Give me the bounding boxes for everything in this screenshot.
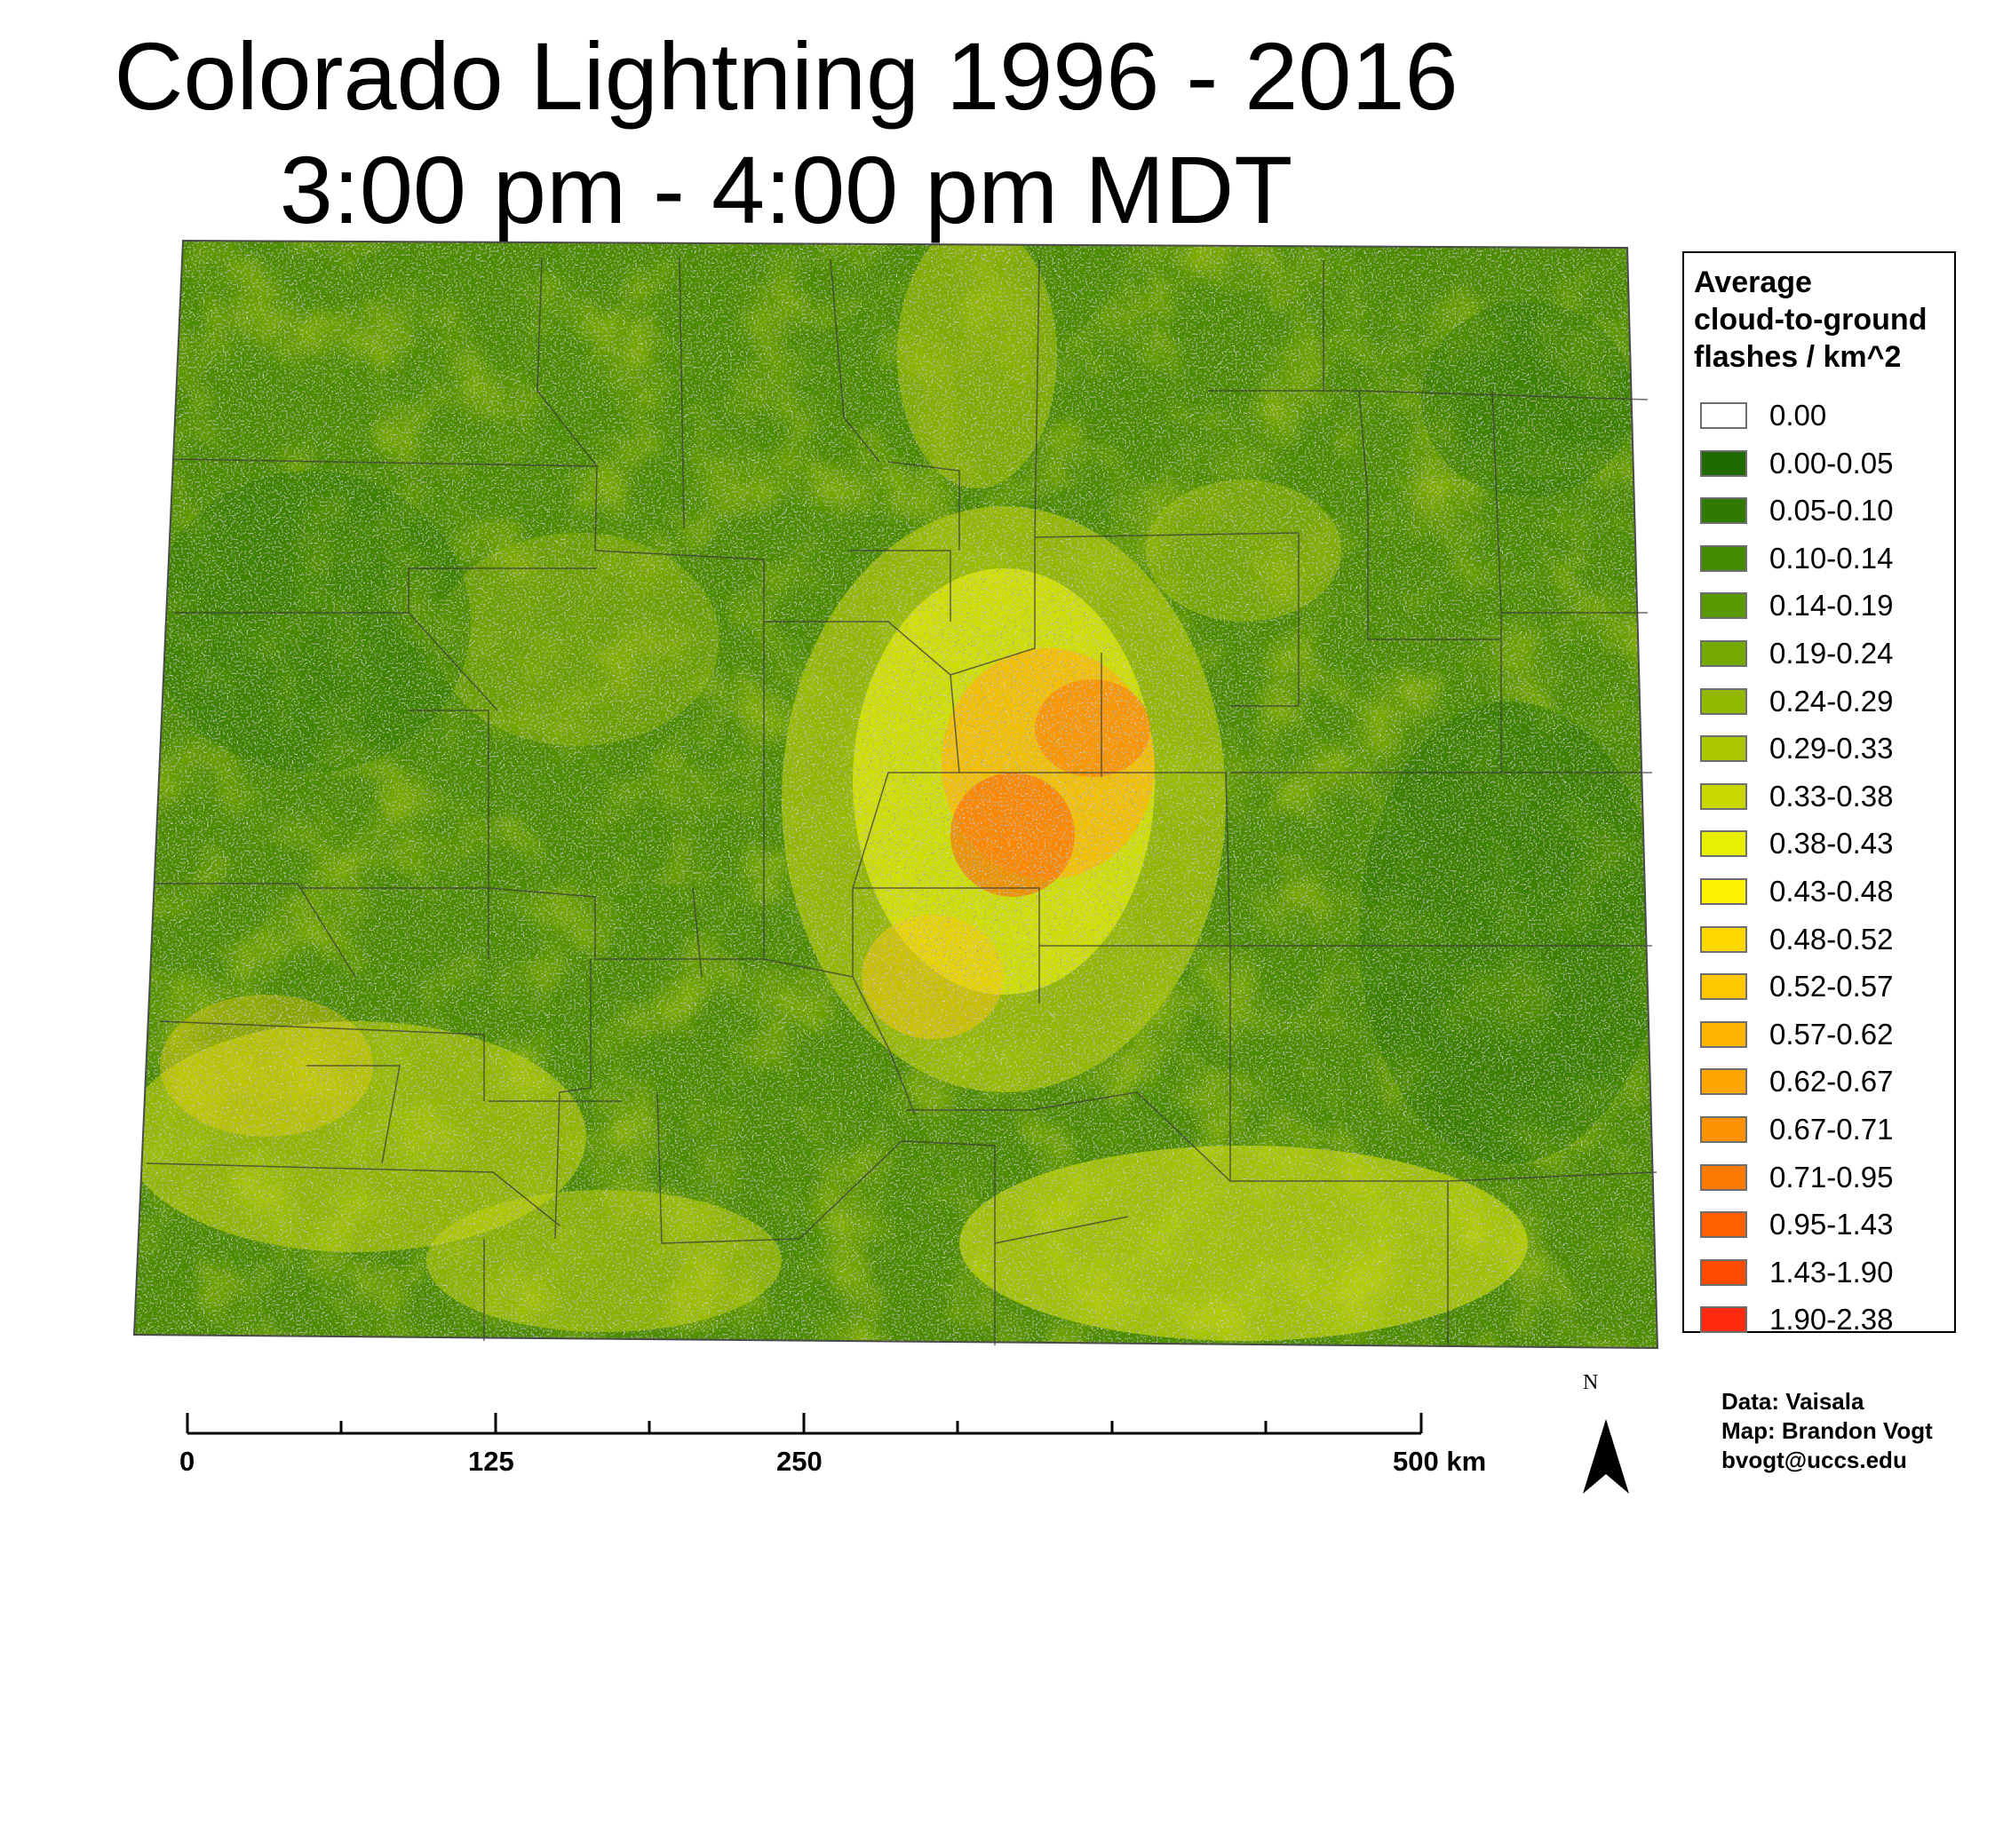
legend-item: 0.57-0.62 (1700, 1016, 1949, 1051)
legend-title-line-2: cloud-to-ground (1694, 303, 1928, 337)
scale-bar (186, 1413, 1423, 1435)
legend-swatch (1700, 497, 1747, 525)
legend-label: 0.38-0.43 (1769, 827, 1894, 861)
legend-label: 0.48-0.52 (1769, 922, 1894, 956)
legend-label: 0.14-0.19 (1769, 589, 1894, 623)
legend-item: 1.43-1.90 (1700, 1254, 1949, 1289)
legend-item: 0.48-0.52 (1700, 921, 1949, 956)
legend-label: 0.29-0.33 (1769, 732, 1894, 765)
legend-label: 0.05-0.10 (1769, 494, 1894, 527)
legend-item: 0.14-0.19 (1700, 587, 1949, 623)
scale-label-250: 250 (776, 1446, 823, 1477)
legend-swatch (1700, 402, 1747, 429)
scale-label-0: 0 (179, 1446, 195, 1477)
legend-swatch (1700, 735, 1747, 763)
legend-swatch (1700, 830, 1747, 858)
legend-swatch (1700, 640, 1747, 667)
legend-swatch (1700, 782, 1747, 810)
legend-item: 0.29-0.33 (1700, 730, 1949, 765)
legend-swatch (1700, 449, 1747, 477)
legend-label: 1.90-2.38 (1769, 1303, 1894, 1336)
state-boundary (132, 239, 1659, 1350)
legend-swatch (1700, 878, 1747, 905)
legend-item: 0.67-0.71 (1700, 1111, 1949, 1146)
legend-label: 0.52-0.57 (1769, 970, 1894, 1003)
legend-item: 0.95-1.43 (1700, 1206, 1949, 1241)
legend-title-line-3: flashes / km^2 (1694, 340, 1902, 374)
legend-swatch (1700, 1211, 1747, 1239)
credit-map-author: Map: Brandon Vogt (1721, 1417, 1933, 1444)
legend-item: 0.00 (1700, 397, 1949, 432)
legend-label: 0.00-0.05 (1769, 446, 1894, 480)
legend-label: 0.62-0.67 (1769, 1065, 1894, 1098)
north-label: N (1583, 1371, 1599, 1394)
legend: Average cloud-to-ground flashes / km^2 0… (1682, 251, 1956, 1336)
map-credits: Data: Vaisala Map: Brandon Vogt bvogt@uc… (1721, 1387, 1933, 1475)
legend-swatch (1700, 687, 1747, 715)
legend-swatch (1700, 1258, 1747, 1286)
scale-label-500: 500 km (1393, 1446, 1487, 1477)
legend-item: 0.24-0.29 (1700, 683, 1949, 718)
legend-swatch (1700, 973, 1747, 1001)
legend-swatch (1700, 1116, 1747, 1143)
legend-label: 0.43-0.48 (1769, 875, 1894, 908)
legend-item: 0.10-0.14 (1700, 540, 1949, 575)
north-arrow-icon (1583, 1419, 1629, 1494)
legend-label: 1.43-1.90 (1769, 1255, 1894, 1289)
legend-label: 0.24-0.29 (1769, 684, 1894, 718)
legend-item: 1.90-2.38 (1700, 1301, 1949, 1336)
legend-label: 0.57-0.62 (1769, 1017, 1894, 1051)
scale-label-125: 125 (468, 1446, 514, 1477)
legend-label: 0.33-0.38 (1769, 779, 1894, 813)
map-title-line-1: Colorado Lightning 1996 - 2016 (114, 22, 1459, 130)
map-title-line-2: 3:00 pm - 4:00 pm MDT (279, 136, 1293, 243)
legend-swatch (1700, 592, 1747, 620)
legend-item: 0.33-0.38 (1700, 778, 1949, 813)
legend-item: 0.71-0.95 (1700, 1159, 1949, 1194)
legend-label: 0.67-0.71 (1769, 1113, 1894, 1146)
credit-email: bvogt@uccs.edu (1721, 1447, 1907, 1473)
credit-data-source: Data: Vaisala (1721, 1388, 1864, 1415)
legend-swatch (1700, 1306, 1747, 1334)
legend-swatch (1700, 544, 1747, 572)
legend-item: 0.38-0.43 (1700, 825, 1949, 861)
legend-item: 0.05-0.10 (1700, 492, 1949, 527)
legend-label: 0.19-0.24 (1769, 637, 1894, 670)
legend-label: 0.71-0.95 (1769, 1160, 1894, 1194)
legend-title-line-1: Average (1694, 266, 1812, 299)
legend-item: 0.43-0.48 (1700, 873, 1949, 908)
legend-swatch (1700, 925, 1747, 953)
legend-swatch (1700, 1020, 1747, 1048)
legend-item: 0.19-0.24 (1700, 635, 1949, 670)
legend-item: 0.52-0.57 (1700, 968, 1949, 1003)
legend-swatch (1700, 1163, 1747, 1191)
legend-title: Average cloud-to-ground flashes / km^2 (1694, 264, 1956, 376)
legend-label: 0.00 (1769, 399, 1827, 432)
legend-swatch (1700, 1068, 1747, 1096)
legend-label: 0.10-0.14 (1769, 541, 1894, 575)
legend-item: 0.00-0.05 (1700, 445, 1949, 480)
legend-label: 0.95-1.43 (1769, 1208, 1894, 1241)
county-boundaries (146, 257, 1657, 1345)
legend-item: 0.62-0.67 (1700, 1063, 1949, 1098)
